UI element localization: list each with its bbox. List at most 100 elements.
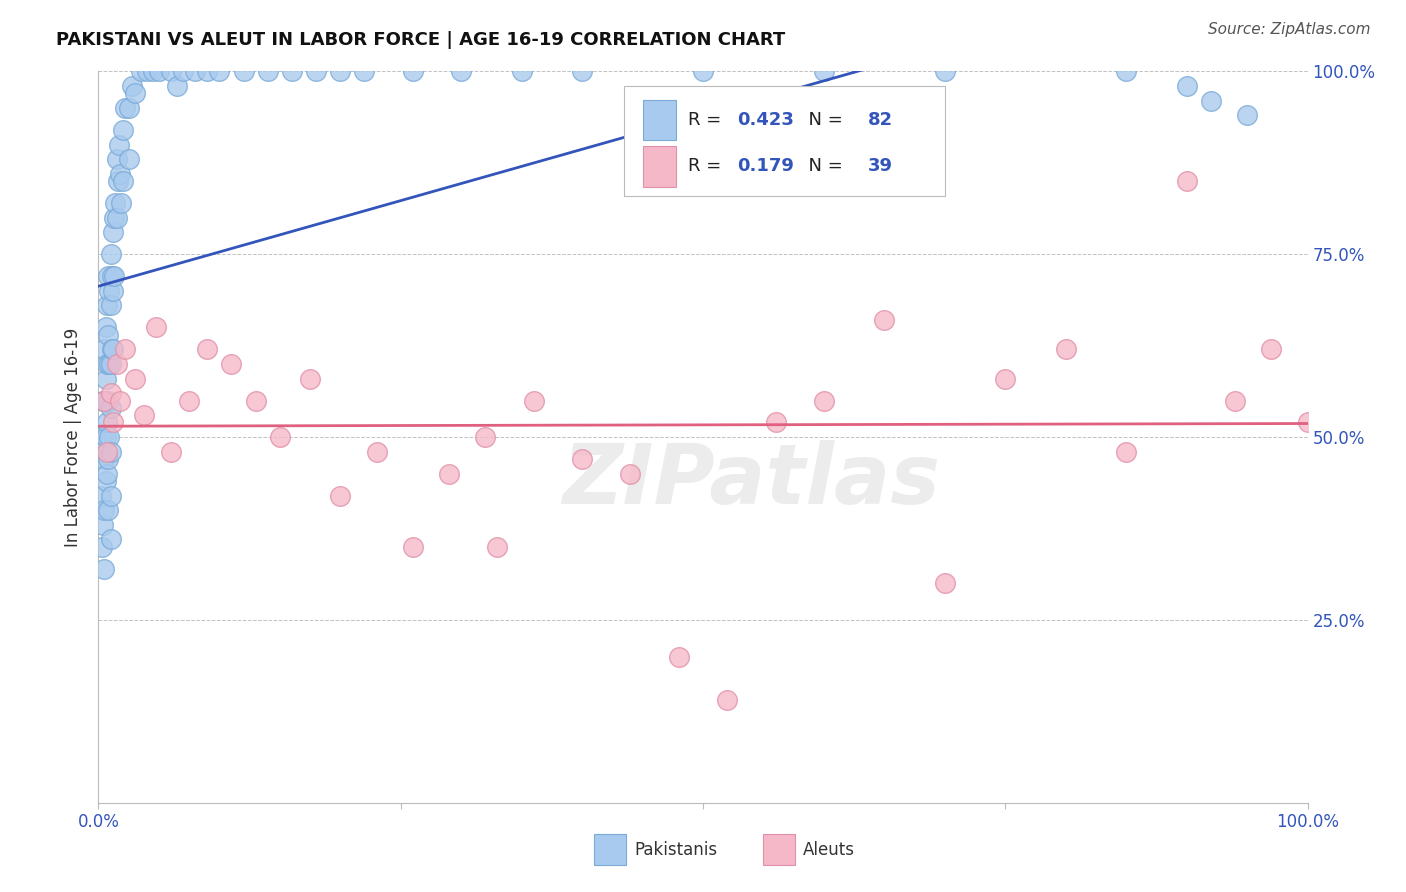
- Point: [179, 393, 201, 408]
- Point: [134, 408, 156, 422]
- Point: [668, 649, 690, 664]
- Point: [111, 174, 134, 188]
- Point: [101, 343, 124, 357]
- Point: [571, 64, 593, 78]
- Point: [98, 284, 121, 298]
- Point: [765, 416, 787, 430]
- Point: [450, 64, 472, 78]
- Point: [91, 444, 114, 458]
- FancyBboxPatch shape: [763, 834, 794, 865]
- FancyBboxPatch shape: [595, 834, 626, 865]
- Point: [256, 64, 278, 78]
- Y-axis label: In Labor Force | Age 16-19: In Labor Force | Age 16-19: [65, 327, 83, 547]
- Point: [96, 357, 118, 371]
- Point: [269, 430, 291, 444]
- Point: [93, 503, 115, 517]
- Point: [108, 393, 131, 408]
- Point: [305, 64, 328, 78]
- Point: [100, 343, 122, 357]
- Point: [94, 320, 117, 334]
- Point: [121, 78, 143, 93]
- Point: [1115, 64, 1137, 78]
- Point: [208, 64, 231, 78]
- Point: [716, 693, 738, 707]
- Point: [166, 78, 188, 93]
- Point: [100, 444, 122, 458]
- Point: [934, 64, 956, 78]
- Point: [148, 64, 170, 78]
- Point: [97, 269, 120, 284]
- Point: [873, 313, 896, 327]
- Point: [96, 444, 118, 458]
- Point: [195, 64, 218, 78]
- Point: [93, 452, 115, 467]
- Point: [195, 343, 218, 357]
- Point: [1054, 343, 1077, 357]
- Point: [160, 64, 183, 78]
- Point: [221, 357, 243, 371]
- Point: [100, 269, 122, 284]
- Point: [1175, 78, 1198, 93]
- Point: [1236, 108, 1258, 122]
- Point: [96, 467, 118, 481]
- Text: Aleuts: Aleuts: [803, 840, 855, 859]
- Point: [101, 225, 124, 239]
- Point: [329, 64, 352, 78]
- Point: [91, 517, 114, 532]
- Point: [1199, 94, 1222, 108]
- Point: [105, 211, 128, 225]
- Point: [114, 343, 136, 357]
- Point: [111, 123, 134, 137]
- Point: [114, 101, 136, 115]
- Point: [93, 393, 115, 408]
- Point: [96, 298, 118, 312]
- Point: [510, 64, 533, 78]
- Point: [281, 64, 304, 78]
- Point: [101, 284, 124, 298]
- Point: [96, 416, 118, 430]
- Point: [523, 393, 546, 408]
- Point: [366, 444, 388, 458]
- Text: 0.423: 0.423: [737, 112, 794, 129]
- Point: [93, 562, 115, 576]
- Text: 39: 39: [868, 158, 893, 176]
- Point: [118, 101, 141, 115]
- Point: [100, 247, 122, 261]
- Point: [1223, 393, 1246, 408]
- Point: [474, 430, 496, 444]
- Point: [486, 540, 509, 554]
- Point: [145, 320, 167, 334]
- Point: [97, 393, 120, 408]
- Point: [105, 152, 128, 166]
- Point: [402, 540, 425, 554]
- Point: [108, 167, 131, 181]
- Point: [1115, 444, 1137, 458]
- Point: [1175, 174, 1198, 188]
- Point: [571, 452, 593, 467]
- Point: [402, 64, 425, 78]
- Point: [118, 152, 141, 166]
- Point: [108, 137, 131, 152]
- Point: [93, 393, 115, 408]
- FancyBboxPatch shape: [624, 86, 945, 195]
- Point: [619, 467, 641, 481]
- Point: [100, 386, 122, 401]
- Point: [994, 371, 1017, 385]
- Point: [245, 393, 267, 408]
- Point: [135, 64, 157, 78]
- Point: [94, 474, 117, 488]
- Point: [124, 87, 146, 101]
- Point: [329, 489, 352, 503]
- Point: [98, 430, 121, 444]
- Point: [437, 467, 460, 481]
- Point: [100, 357, 122, 371]
- Point: [299, 371, 322, 385]
- Text: Source: ZipAtlas.com: Source: ZipAtlas.com: [1208, 22, 1371, 37]
- Point: [1296, 416, 1319, 430]
- Text: 82: 82: [868, 112, 893, 129]
- Point: [1260, 343, 1282, 357]
- Point: [110, 196, 132, 211]
- Text: Pakistanis: Pakistanis: [634, 840, 717, 859]
- FancyBboxPatch shape: [643, 146, 676, 186]
- Point: [232, 64, 254, 78]
